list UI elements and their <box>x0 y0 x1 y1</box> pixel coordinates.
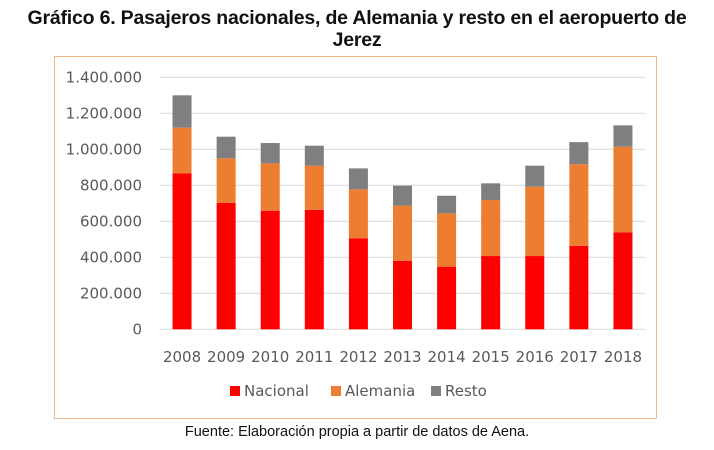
legend-swatch-alemania <box>331 386 341 396</box>
bar-nacional-2013 <box>393 260 412 330</box>
bar-stack-2009 <box>216 136 236 330</box>
bar-stack-2015 <box>481 183 501 330</box>
bar-alemania-2013 <box>393 205 412 261</box>
bar-nacional-2011 <box>304 209 324 330</box>
bar-stack-2008 <box>172 95 192 330</box>
x-tick-label: 2018 <box>604 348 642 366</box>
x-tick-label: 2015 <box>472 348 510 366</box>
chart-title-line-2: Jerez <box>332 29 382 51</box>
x-tick-label: 2017 <box>560 348 598 366</box>
bar-resto-2015 <box>481 183 501 201</box>
x-tick-label: 2014 <box>427 348 465 366</box>
bar-nacional-2016 <box>525 256 545 330</box>
x-tick-label: 2010 <box>251 348 289 366</box>
y-tick-label: 0 <box>132 320 142 338</box>
x-tick-label: 2009 <box>207 348 245 366</box>
bar-alemania-2012 <box>348 189 368 239</box>
bar-resto-2012 <box>348 168 368 190</box>
bar-stack-2014 <box>437 195 457 330</box>
x-tick-label: 2016 <box>516 348 554 366</box>
chart-frame <box>54 56 657 419</box>
bar-resto-2014 <box>437 195 457 214</box>
y-tick-label: 1.000.000 <box>66 140 142 158</box>
bar-nacional-2017 <box>569 245 589 330</box>
bar-stack-2011 <box>304 145 324 330</box>
bars <box>172 95 633 330</box>
legend: Nacional Alemania Resto <box>230 382 487 400</box>
chart-title: Gráfico 6. Pasajeros nacionales, de Alem… <box>0 7 714 51</box>
y-tick-label: 600.000 <box>80 212 142 230</box>
y-tick-label: 800.000 <box>80 176 142 194</box>
bar-stack-2016 <box>525 165 545 330</box>
legend-swatch-nacional <box>230 386 240 396</box>
bar-nacional-2014 <box>437 266 457 330</box>
bar-resto-2010 <box>260 143 280 164</box>
bar-resto-2016 <box>525 165 545 187</box>
bar-alemania-2010 <box>260 163 280 211</box>
x-tick-label: 2013 <box>383 348 421 366</box>
legend-label-alemania: Alemania <box>345 382 415 400</box>
bar-nacional-2008 <box>172 173 192 330</box>
bar-stack-2013 <box>393 185 412 330</box>
bar-alemania-2008 <box>172 127 192 174</box>
bar-resto-2013 <box>393 185 412 206</box>
bar-nacional-2012 <box>348 238 368 330</box>
bar-alemania-2017 <box>569 164 589 246</box>
bar-nacional-2009 <box>216 202 236 330</box>
bar-stack-2010 <box>260 143 280 330</box>
x-tick-label: 2008 <box>163 348 201 366</box>
bar-alemania-2014 <box>437 213 457 267</box>
chart-title-line-1: Gráfico 6. Pasajeros nacionales, de Alem… <box>27 7 687 29</box>
y-tick-label: 1.400.000 <box>66 68 142 86</box>
bar-alemania-2015 <box>481 200 501 257</box>
bar-alemania-2011 <box>304 165 324 210</box>
bar-stack-2017 <box>569 142 589 330</box>
y-tick-label: 400.000 <box>80 248 142 266</box>
bar-resto-2011 <box>304 145 324 166</box>
bar-nacional-2018 <box>613 232 633 330</box>
bar-resto-2009 <box>216 136 236 159</box>
bar-nacional-2015 <box>481 256 501 330</box>
legend-swatch-resto <box>431 386 441 396</box>
y-tick-label: 1.200.000 <box>66 104 142 122</box>
bar-alemania-2009 <box>216 158 236 203</box>
bar-alemania-2018 <box>613 146 633 233</box>
x-axis-tick-labels: 2008 2009 2010 2011 2012 2013 2014 2015 2016 2017… <box>163 348 642 366</box>
y-axis-tick-labels: 0 200.000 400.000 600.000 800.000 1.000.000 1.… <box>66 68 142 338</box>
bar-resto-2018 <box>613 125 633 147</box>
source-note: Fuente: Elaboración propia a partir de d… <box>184 424 530 440</box>
bar-stack-2018 <box>613 125 633 330</box>
bar-stack-2012 <box>348 168 368 330</box>
bar-resto-2017 <box>569 142 589 165</box>
x-tick-label: 2011 <box>295 348 333 366</box>
y-tick-label: 200.000 <box>80 284 142 302</box>
bar-resto-2008 <box>172 95 192 128</box>
bar-nacional-2010 <box>260 210 280 330</box>
x-tick-label: 2012 <box>339 348 377 366</box>
bar-alemania-2016 <box>525 186 545 257</box>
legend-label-resto: Resto <box>445 382 487 400</box>
legend-label-nacional: Nacional <box>244 382 309 400</box>
